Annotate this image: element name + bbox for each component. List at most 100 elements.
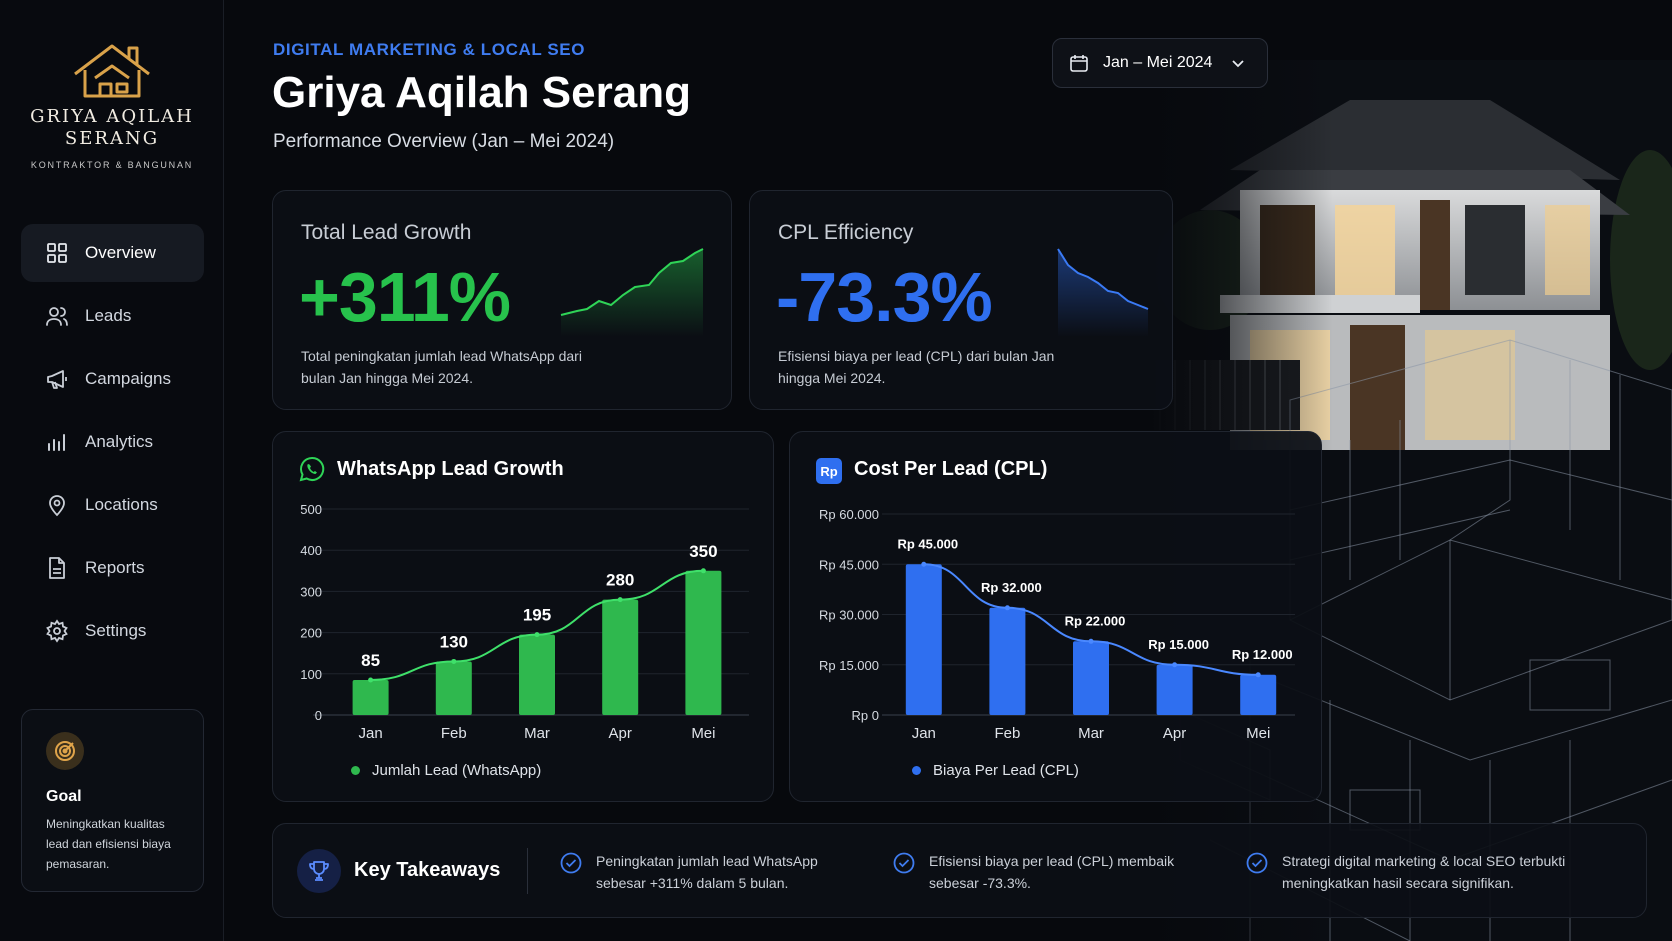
y-tick-label: Rp 60.000 [819, 507, 879, 522]
x-tick-label: Mei [691, 725, 715, 742]
data-label: 195 [523, 606, 551, 625]
goal-text: Meningkatkan kualitas lead dan efisiensi… [46, 817, 171, 871]
sidebar-item-leads[interactable]: Leads [21, 287, 204, 345]
bar [1240, 674, 1277, 715]
whatsapp-lead-chart: 0 100 200 300 400 500 85 Jan 130 Feb 195 Mar 280 Apr 3… [300, 502, 749, 742]
lead-growth-sparkline [560, 248, 704, 337]
brand-name-line2: SERANG [64, 128, 160, 149]
brand-name: GRIYA AQILAH SERANG [0, 106, 224, 150]
takeaway-text: Efisiensi biaya per lead (CPL) membaik s… [929, 853, 1175, 891]
y-tick-label: 0 [315, 708, 322, 723]
sidebar-item-label: Locations [85, 495, 158, 514]
x-tick-label: Feb [441, 725, 467, 742]
chart-title: WhatsApp Lead Growth [337, 458, 564, 480]
cpl-chart: Rp 0 Rp 15.000 Rp 30.000 Rp 45.000 Rp 60.000… [819, 507, 1295, 742]
map-pin-icon [49, 495, 65, 517]
cpl-chart-card: Rp Cost Per Lead (CPL) Rp 0 Rp 15.000 Rp 3… [789, 431, 1322, 802]
trend-point [617, 597, 623, 603]
sidebar-item-reports[interactable]: Reports [21, 539, 204, 597]
sidebar: GRIYA AQILAH SERANG KONTRAKTOR & BANGUNA… [0, 0, 224, 941]
x-tick-label: Jan [912, 725, 936, 742]
data-label: Rp 22.000 [1065, 613, 1126, 628]
kpi-value: +311% [299, 258, 511, 336]
y-tick-label: 200 [300, 626, 322, 641]
bar-chart-icon [48, 434, 65, 451]
x-tick-label: Mar [524, 725, 550, 742]
sidebar-nav: Overview Leads Campaigns Analytics Locat… [21, 224, 204, 665]
sidebar-item-campaigns[interactable]: Campaigns [21, 350, 204, 408]
sidebar-item-settings[interactable]: Settings [21, 602, 204, 660]
kpi-title: Total Lead Growth [301, 221, 472, 244]
trophy-icon [297, 849, 341, 893]
check-circle-icon [1246, 852, 1268, 874]
page-title: Griya Aqilah Serang [272, 68, 691, 117]
house-logo-icon [74, 44, 150, 98]
check-circle-icon [560, 852, 582, 874]
data-label: Rp 12.000 [1232, 647, 1293, 662]
data-label: 350 [689, 542, 717, 561]
y-tick-label: Rp 45.000 [819, 557, 879, 572]
legend-label: Jumlah Lead (WhatsApp) [372, 762, 542, 779]
sidebar-item-label: Campaigns [85, 369, 171, 388]
trend-point [1088, 638, 1094, 644]
sidebar-item-label: Overview [85, 243, 156, 262]
kpi-card-cpl: CPL Efficiency -73.3% Efisiensi biaya pe… [749, 190, 1173, 410]
trend-point [368, 677, 374, 683]
cpl-sparkline [1057, 248, 1149, 337]
megaphone-icon [47, 370, 67, 389]
y-tick-label: 500 [300, 502, 322, 517]
takeaways-title: Key Takeaways [354, 859, 501, 881]
bar [602, 599, 639, 715]
kpi-title: CPL Efficiency [778, 221, 914, 244]
bar [352, 679, 389, 715]
house-illustration [1150, 60, 1672, 941]
goal-title: Goal [46, 788, 82, 805]
sidebar-item-label: Analytics [85, 432, 154, 451]
sidebar-item-label: Reports [85, 558, 145, 577]
trend-point [700, 568, 706, 574]
sidebar-item-overview[interactable]: Overview [21, 224, 204, 282]
kpi-description: Total peningkatan jumlah lead WhatsApp d… [301, 348, 582, 386]
trend-point [451, 658, 457, 664]
data-label: Rp 32.000 [981, 580, 1042, 595]
x-tick-label: Apr [1163, 725, 1186, 742]
x-tick-label: Feb [994, 725, 1020, 742]
calendar-icon [1070, 55, 1088, 72]
sidebar-item-label: Leads [85, 306, 132, 325]
key-takeaways-panel: Key Takeaways Peningkatan jumlah lead Wh… [272, 823, 1647, 918]
x-tick-label: Apr [609, 725, 632, 742]
kpi-value: -73.3% [776, 258, 993, 336]
rupiah-icon: Rp [816, 458, 842, 484]
chart-legend: Jumlah Lead (WhatsApp) [351, 762, 541, 779]
date-range-select[interactable]: Jan – Mei 2024 [1052, 38, 1268, 88]
legend-label: Biaya Per Lead (CPL) [933, 762, 1079, 779]
sidebar-item-analytics[interactable]: Analytics [21, 413, 204, 471]
y-tick-label: Rp 15.000 [819, 658, 879, 673]
gear-icon [46, 619, 68, 643]
y-tick-label: 300 [300, 584, 322, 599]
page-subtitle: Performance Overview (Jan – Mei 2024) [273, 131, 615, 152]
brand-logo: GRIYA AQILAH SERANG KONTRAKTOR & BANGUNA… [0, 40, 224, 170]
takeaways-divider [527, 848, 528, 894]
takeaway-item: Strategi digital marketing & local SEO t… [1246, 850, 1616, 894]
goal-card: Goal Meningkatkan kualitas lead dan efis… [21, 709, 204, 892]
chevron-down-icon [1232, 60, 1244, 68]
x-tick-label: Mei [1246, 725, 1270, 742]
y-tick-label: Rp 30.000 [819, 608, 879, 623]
trend-point [1255, 672, 1261, 678]
sidebar-item-label: Settings [85, 621, 147, 640]
y-tick-label: 100 [300, 667, 322, 682]
bar [1156, 664, 1193, 715]
bar [905, 564, 942, 715]
sidebar-item-locations[interactable]: Locations [21, 476, 204, 534]
trend-point [1172, 662, 1178, 668]
chart-title: Cost Per Lead (CPL) [854, 458, 1048, 480]
y-tick-label: Rp 0 [852, 708, 879, 723]
takeaway-item: Peningkatan jumlah lead WhatsApp sebesar… [560, 850, 860, 894]
page-eyebrow: DIGITAL MARKETING & LOCAL SEO [273, 40, 586, 59]
trend-point [1004, 605, 1010, 611]
bar [519, 634, 555, 715]
x-tick-label: Jan [359, 725, 383, 742]
legend-swatch [351, 766, 360, 775]
chart-legend: Biaya Per Lead (CPL) [912, 762, 1079, 779]
